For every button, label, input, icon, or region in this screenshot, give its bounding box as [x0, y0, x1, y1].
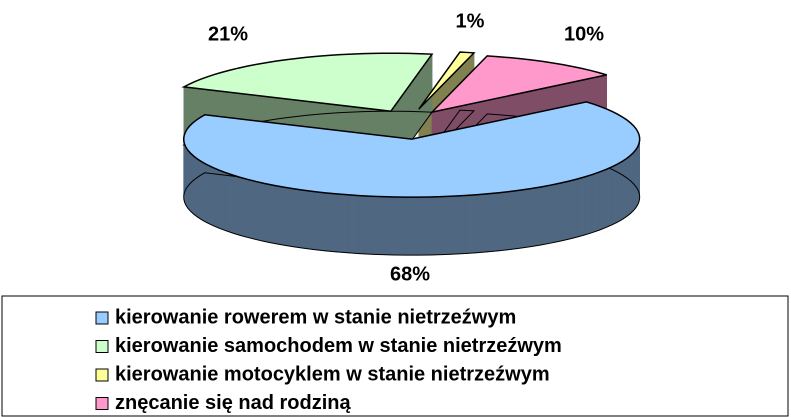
legend-label: kierowanie rowerem w stanie nietrzeźwym: [115, 306, 516, 328]
legend-swatch: [95, 368, 109, 382]
slice-side: [509, 189, 521, 250]
legend-label: kierowanie samochodem w stanie nietrzeźw…: [115, 335, 562, 357]
slice-side: [370, 195, 383, 255]
slice-side: [211, 166, 219, 229]
slice-side: [632, 149, 636, 212]
legend-label: kierowanie motocyklem w stanie nietrzeźw…: [115, 363, 550, 385]
legend-box: [1, 295, 789, 417]
slice-side: [283, 186, 294, 248]
slice-side: [591, 171, 600, 233]
slice-side: [621, 158, 627, 221]
slice: [181, 52, 434, 113]
slice-side: [530, 186, 542, 247]
slice-side: [382, 196, 395, 256]
slice-side: [314, 191, 326, 252]
slice-side: [247, 178, 257, 240]
slice-side: [405, 196, 419, 256]
slice-side: [611, 163, 618, 226]
data-label: 1%: [456, 10, 485, 32]
slice-side: [187, 149, 191, 212]
slice-side: [358, 195, 372, 255]
slice-side: [476, 193, 489, 254]
slice-side: [464, 194, 477, 254]
slice-side: [293, 188, 305, 249]
slice-side: [441, 195, 454, 255]
slice-side: [239, 176, 248, 238]
legend-swatch: [95, 311, 109, 325]
slice-side: [429, 196, 443, 256]
slice-side: [336, 193, 349, 254]
slice-side: [347, 194, 360, 254]
slice-side: [520, 188, 532, 249]
slice-side: [264, 183, 275, 244]
slice-bottom-edge: [183, 159, 641, 256]
slice-side: [417, 196, 431, 256]
legend-label: znęcanie się nad rodziną: [115, 392, 352, 414]
slice-side: [605, 166, 613, 229]
slice-side: [255, 181, 265, 242]
legend-swatch: [95, 340, 109, 353]
data-label: 68%: [390, 263, 430, 285]
slice: [418, 51, 476, 110]
slice: [429, 55, 607, 114]
slice-side: [201, 161, 207, 224]
slice-side: [394, 196, 407, 256]
slice-side: [231, 174, 240, 236]
slice-side: [273, 184, 284, 246]
legend-swatch: [95, 397, 109, 410]
data-label: 10%: [564, 23, 604, 45]
slice-side: [584, 174, 593, 236]
slice-side: [626, 155, 631, 218]
slice-side: [498, 191, 511, 252]
slice-side: [190, 152, 194, 215]
slice-side: [453, 195, 466, 255]
slice-side: [197, 158, 203, 221]
slice-side: [616, 160, 623, 223]
slice-side: [540, 184, 551, 246]
slice-side: [550, 182, 560, 244]
data-label: 21%: [208, 23, 248, 45]
slice-side: [598, 169, 607, 231]
slice-side: [193, 155, 198, 218]
slice-side: [576, 176, 586, 238]
slice-side: [568, 178, 578, 240]
slice-side: [224, 171, 233, 234]
slice-side: [303, 189, 315, 250]
slice-side: [217, 169, 226, 231]
slice-side: [559, 180, 569, 242]
slice-side: [325, 192, 337, 253]
slice: [182, 101, 641, 198]
slice-side: [487, 192, 500, 253]
